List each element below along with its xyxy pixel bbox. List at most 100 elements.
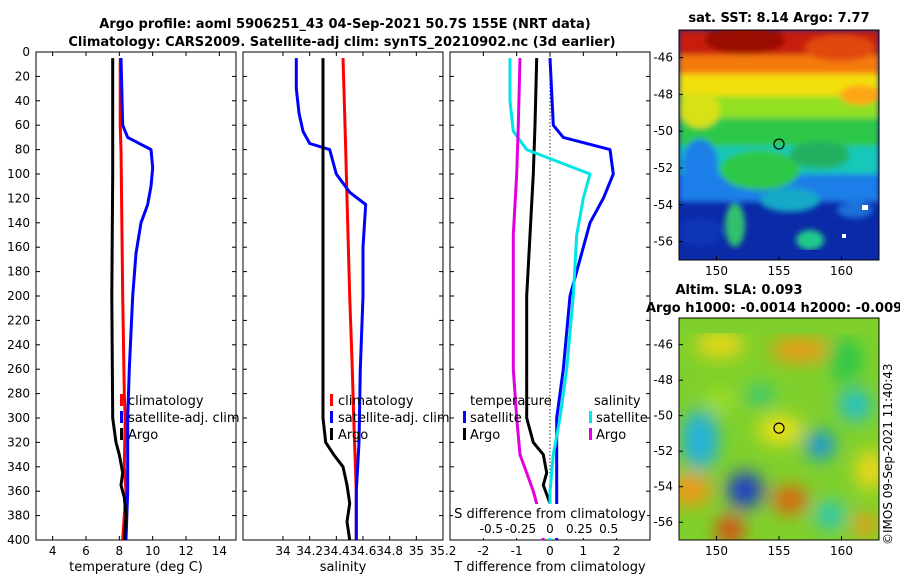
map-y-tick-label: -52	[653, 161, 673, 175]
series-temperature-argo	[525, 58, 552, 540]
x-tick-label: 14	[212, 544, 227, 558]
x-tick-label: 34.2	[296, 544, 323, 558]
legend-climatology-swatch	[330, 394, 333, 406]
title-line-2: Climatology: CARS2009. Satellite-adj cli…	[68, 35, 615, 50]
sst-map-panel: sat. SST: 8.14 Argo: 7.77	[653, 11, 880, 278]
legend-climatology-label: climatology	[338, 394, 414, 409]
legend-s-satellite-swatch	[589, 411, 592, 423]
legend-climatology-label: climatology	[128, 394, 204, 409]
map-y-tick-label: -46	[653, 51, 673, 65]
legend-satellite-label: satellite-adj. clim	[128, 411, 240, 426]
legend-climatology-swatch	[120, 394, 123, 406]
series-argo	[321, 58, 352, 541]
y-tick-label: 300	[7, 411, 30, 425]
y-tick-label: 340	[7, 460, 30, 474]
legend-t-satellite-label: satellite	[470, 411, 522, 426]
legend-s-argo-label: Argo	[596, 428, 626, 443]
map-x-tick-label: 160	[830, 544, 853, 558]
secondary-x-tick-label: -0.5	[480, 522, 503, 536]
series-satellite-adj-clim	[294, 58, 368, 540]
sla-map-title-line-2: Argo h1000: -0.0014 h2000: -0.009	[646, 301, 900, 316]
y-tick-label: 200	[7, 289, 30, 303]
sst-heatmap	[679, 30, 879, 260]
sla-map-panel: Altim. SLA: 0.093 Argo h1000: -0.0014 h2…	[646, 283, 900, 558]
legend-satellite-label: satellite-adj. clim	[338, 411, 450, 426]
difference-panel: -2 -1 0 1 2 temperature salinity satellite A…	[449, 51, 651, 575]
map-y-tick-label: -50	[653, 409, 673, 423]
series-salinity-argo	[511, 58, 545, 541]
x-tick-label: -2	[477, 544, 489, 558]
y-tick-label: 280	[7, 387, 30, 401]
legend-argo-label: Argo	[338, 428, 368, 443]
legend-s-satellite-label: satellite	[596, 411, 648, 426]
x-tick-label: 8	[116, 544, 124, 558]
difference-legend: temperature salinity satellite Argo sate…	[463, 394, 648, 443]
y-tick-label: 220	[7, 313, 30, 327]
series-argo	[110, 58, 128, 541]
map-x-tick-label: 150	[705, 544, 728, 558]
y-tick-label: 360	[7, 484, 30, 498]
salinity-xlabel: salinity	[320, 560, 367, 575]
legend-argo-label: Argo	[128, 428, 158, 443]
salinity-legend: climatology satellite-adj. clim Argo	[330, 394, 450, 443]
map-y-tick-label: -56	[653, 235, 673, 249]
map-y-tick-label: -52	[653, 444, 673, 458]
temperature-panel: 4 6 8 10 12 140204060801001201401601802002202…	[7, 45, 240, 575]
y-tick-label: 100	[7, 167, 30, 181]
series-climatology	[341, 58, 358, 540]
legend-salinity-header: salinity	[594, 394, 641, 409]
salinity-panel: 34 34.2 34.4 34.6 34.8 35 35.2 climatology sat…	[242, 51, 457, 575]
temperature-legend: climatology satellite-adj. clim Argo	[120, 394, 240, 443]
temperature-xlabel: temperature (deg C)	[69, 560, 203, 575]
x-tick-label: 35.2	[430, 544, 457, 558]
legend-argo-swatch	[120, 428, 123, 440]
x-tick-label: 34.4	[323, 544, 350, 558]
map-x-tick-label: 155	[768, 544, 791, 558]
x-tick-label: 35	[409, 544, 424, 558]
sla-heatmap	[679, 318, 879, 540]
secondary-x-tick-label: 0.5	[599, 522, 618, 536]
y-tick-label: 240	[7, 338, 30, 352]
map-x-tick-label: 150	[705, 264, 728, 278]
x-tick-label: 34	[275, 544, 290, 558]
y-tick-label: 380	[7, 509, 30, 523]
x-tick-label: 2	[613, 544, 621, 558]
legend-temperature-header: temperature	[470, 394, 552, 409]
x-tick-label: 6	[82, 544, 90, 558]
secondary-x-tick-label: -0.25	[505, 522, 536, 536]
legend-t-argo-label: Argo	[470, 428, 500, 443]
x-tick-label: 10	[145, 544, 160, 558]
y-tick-label: 60	[15, 118, 30, 132]
legend-t-satellite-swatch	[463, 411, 466, 423]
map-x-tick-label: 155	[768, 264, 791, 278]
map-y-tick-label: -46	[653, 338, 673, 352]
x-tick-label: 34.8	[376, 544, 403, 558]
legend-satellite-swatch	[330, 411, 333, 423]
map-y-tick-label: -54	[653, 480, 673, 494]
series-salinity-satellite	[508, 58, 592, 540]
sla-map-title-line-1: Altim. SLA: 0.093	[676, 283, 803, 298]
map-y-tick-label: -54	[653, 198, 673, 212]
x-tick-label: 12	[178, 544, 193, 558]
x-tick-label: 34.6	[350, 544, 377, 558]
difference-axes	[449, 51, 651, 541]
series-satellite-adj-clim	[119, 58, 155, 541]
argo-location-marker	[773, 138, 785, 150]
x-tick-label: 1	[580, 544, 588, 558]
y-tick-label: 260	[7, 362, 30, 376]
legend-s-argo-swatch	[589, 428, 592, 440]
y-tick-label: 80	[15, 143, 30, 157]
y-tick-label: 400	[7, 533, 30, 547]
y-tick-label: 160	[7, 240, 30, 254]
y-tick-label: 20	[15, 69, 30, 83]
legend-argo-swatch	[330, 428, 333, 440]
legend-satellite-swatch	[120, 411, 123, 423]
map-y-tick-label: -50	[653, 124, 673, 138]
temperature-axes	[35, 51, 237, 541]
secondary-x-tick-label: 0.25	[566, 522, 593, 536]
y-tick-label: 180	[7, 265, 30, 279]
y-tick-label: 40	[15, 94, 30, 108]
series-temperature-satellite	[548, 58, 615, 540]
title-line-1: Argo profile: aoml 5906251_43 04-Sep-202…	[99, 17, 590, 32]
